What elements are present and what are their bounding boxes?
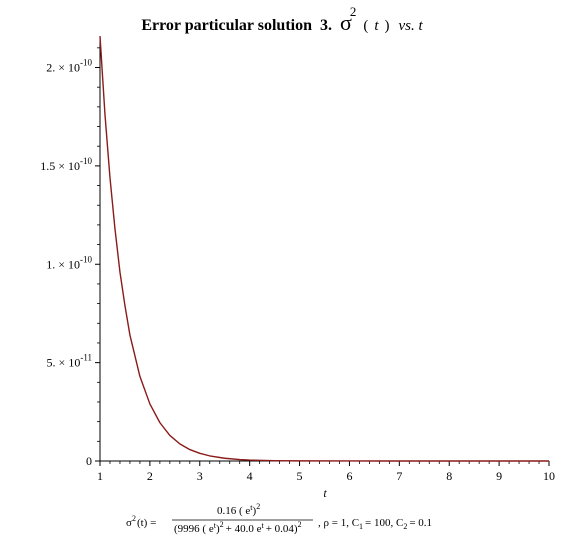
title-var: t — [374, 18, 379, 34]
y-tick-label: 1.5 × 10-10 — [40, 156, 92, 173]
y-tick-mantissa: 0 — [86, 454, 92, 468]
title-symbol: σ — [340, 10, 352, 35]
x-tick-label: 1 — [97, 469, 103, 483]
caption-params: , ρ = 1, C1 = 100, C2 = 0.1 — [318, 517, 432, 531]
y-tick-mantissa: 5. × 10 — [47, 356, 81, 370]
x-ticks: 1 2 3 4 5 6 7 8 9 10 — [97, 461, 555, 483]
x-tick-label: 4 — [247, 469, 253, 483]
y-tick-label: 5. × 10-11 — [47, 353, 92, 370]
c2-val: = 0.1 — [409, 517, 432, 529]
denominator-rest-sup: t — [261, 521, 264, 530]
y-tick-exponent: -10 — [80, 254, 92, 264]
x-tick-label: 6 — [346, 469, 352, 483]
denominator-end: + 0.04) — [266, 523, 298, 535]
x-tick-label: 10 — [543, 469, 555, 483]
denominator-rest: + 40.0 e — [226, 523, 262, 535]
axes — [99, 38, 549, 462]
title-suffix: vs. t — [399, 18, 424, 34]
title-number: 3. — [320, 17, 332, 34]
numerator-pow: 2 — [256, 502, 260, 511]
denominator-pow: 2 — [220, 520, 224, 529]
numerator-text: 0.16 ( e — [217, 505, 250, 517]
denominator-mid: ) — [216, 523, 220, 535]
chart-title: Error particular solution 3. σ 2 ( t ) v… — [141, 3, 423, 35]
x-tick-label: 2 — [147, 469, 153, 483]
x-axis-label: t — [323, 486, 327, 500]
caption-lhs-arg: (t) = — [137, 517, 156, 529]
x-tick-label: 3 — [197, 469, 203, 483]
title-bold-text: Error particular solution — [141, 17, 312, 34]
y-tick-mantissa: 2. × 10 — [46, 61, 80, 75]
caption-denominator: (9996 ( et)2 + 40.0 et + 0.04)2 — [174, 520, 302, 535]
x-tick-label: 7 — [396, 469, 402, 483]
caption-lhs: σ2(t) = — [126, 514, 156, 529]
y-tick-exponent: -11 — [80, 353, 92, 363]
y-tick-exponent: -10 — [80, 156, 92, 166]
c1-sub: 1 — [359, 522, 363, 531]
denominator-sup: t — [214, 521, 217, 530]
denominator-text: (9996 ( e — [174, 523, 214, 535]
y-tick-label: 0 — [86, 454, 92, 468]
y-tick-exponent: -10 — [80, 58, 92, 68]
caption-sigma-sup: 2 — [132, 514, 136, 523]
plot-series — [99, 35, 549, 462]
title-superscript: 2 — [350, 4, 357, 19]
numerator-end: ) — [253, 505, 257, 517]
caption-numerator: 0.16 ( et)2 — [217, 502, 260, 517]
params-text: , ρ = 1, C — [318, 517, 359, 529]
y-tick-mantissa: 1. × 10 — [46, 257, 80, 271]
denominator-outer-pow: 2 — [298, 520, 302, 529]
caption-sigma: σ — [126, 517, 132, 529]
y-tick-label: 1. × 10-10 — [46, 254, 92, 271]
formula-caption: σ2(t) = 0.16 ( et)2 (9996 ( et)2 + 40.0 e… — [126, 502, 432, 535]
title-paren-open: ( — [363, 18, 368, 34]
x-tick-label: 8 — [446, 469, 452, 483]
x-tick-label: 5 — [297, 469, 303, 483]
y-tick-label: 2. × 10-10 — [46, 58, 92, 75]
y-tick-mantissa: 1.5 × 10 — [40, 159, 80, 173]
series-line — [99, 35, 549, 462]
c1-val: = 100, C — [365, 517, 403, 529]
c2-sub: 2 — [403, 522, 407, 531]
title-paren-close: ) — [385, 18, 390, 34]
y-ticks: 05. × 10-111. × 10-101.5 × 10-102. × 10-… — [40, 47, 100, 468]
numerator-sup: t — [250, 503, 253, 512]
x-tick-label: 9 — [496, 469, 502, 483]
